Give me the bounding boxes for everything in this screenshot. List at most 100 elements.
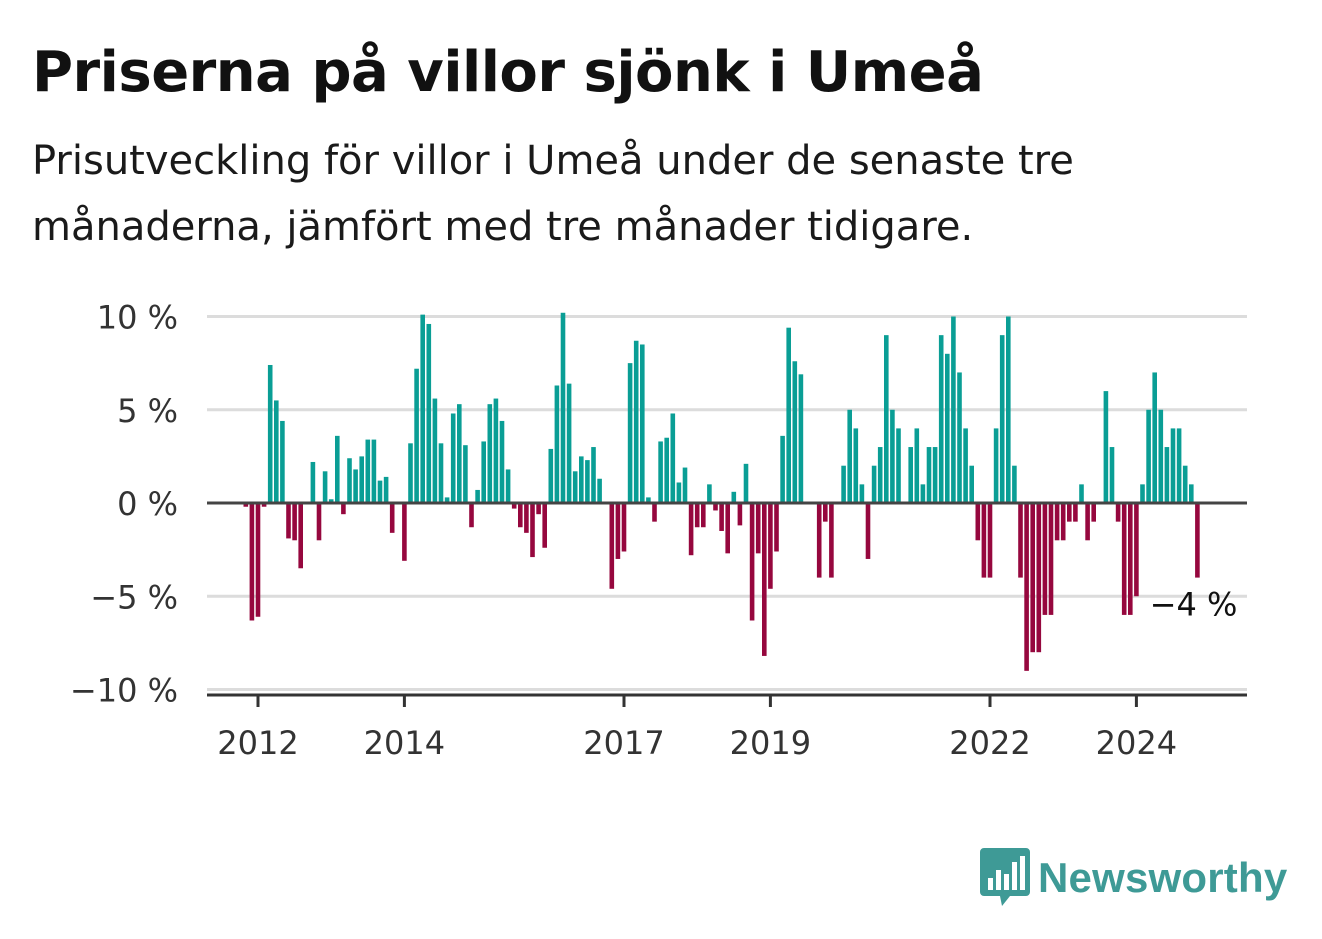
bar: [841, 465, 846, 503]
bar: [987, 503, 993, 578]
bar: [377, 480, 383, 503]
bar: [1042, 503, 1048, 615]
bar: [298, 503, 303, 569]
bar: [1030, 503, 1035, 653]
bar: [884, 335, 889, 503]
bar: [1036, 503, 1042, 653]
x-tick-label: 2022: [949, 724, 1030, 762]
bar: [938, 335, 944, 503]
bar: [999, 335, 1005, 503]
bar: [621, 503, 627, 552]
bar: [469, 503, 474, 528]
bar: [310, 461, 316, 503]
x-tick-label: 2024: [1096, 724, 1177, 762]
bar: [768, 503, 773, 589]
x-tick-label: 2012: [217, 724, 298, 762]
bar: [463, 445, 468, 503]
bar: [969, 465, 974, 503]
bar: [725, 503, 730, 554]
bar: [853, 428, 859, 503]
bar: [1060, 503, 1066, 541]
brand-name: Newsworthy: [1038, 854, 1288, 901]
y-axis-labels: 10 % 5 % 0 % −5 % −10 %: [70, 299, 178, 710]
bar: [1128, 503, 1133, 615]
bar: [548, 448, 554, 503]
bar: [792, 361, 798, 503]
bar: [261, 503, 267, 507]
bar: [652, 503, 657, 522]
bar: [1189, 484, 1194, 503]
bar: [633, 340, 639, 503]
bar: [432, 398, 438, 503]
bar: [682, 467, 688, 503]
bar: [646, 497, 651, 503]
bar: [585, 460, 590, 503]
bar: [847, 409, 852, 503]
bar: [1079, 484, 1084, 503]
x-tick-label: 2019: [730, 724, 811, 762]
bar: [829, 503, 834, 578]
bar: [1170, 428, 1176, 503]
bar: [457, 404, 462, 503]
bar: [426, 323, 432, 503]
bar: [701, 503, 706, 528]
bar: [402, 503, 407, 561]
bar: [438, 443, 444, 503]
bar: [786, 327, 791, 503]
axes: [207, 501, 1247, 707]
gridlines: [207, 315, 1247, 691]
bar: [670, 413, 676, 503]
bar: [1182, 465, 1188, 503]
bar: [627, 363, 633, 504]
bar: [890, 409, 895, 503]
bar: [475, 489, 480, 503]
bar: [1195, 503, 1200, 578]
y-tick-label: −10 %: [70, 672, 178, 710]
bar: [591, 447, 596, 503]
bar: [694, 503, 700, 528]
bar: [1073, 503, 1078, 522]
x-axis-labels: 2012 2014 2017 2019 2022 2024: [217, 724, 1177, 762]
annotations: −4 %: [1150, 586, 1238, 624]
bar: [444, 497, 450, 503]
bar: [877, 447, 883, 503]
bar: [389, 503, 395, 533]
bar: [292, 503, 297, 541]
bar: [914, 428, 920, 503]
bar: [530, 503, 535, 558]
bar: [511, 503, 517, 509]
bar: [1024, 503, 1029, 671]
bar: [420, 314, 425, 503]
bar: [749, 503, 755, 621]
bars: [243, 312, 1200, 671]
bar: [597, 478, 602, 503]
bar: [957, 372, 962, 503]
bar: [328, 499, 334, 503]
bar: [267, 364, 273, 503]
bar: [920, 484, 926, 503]
bar: [249, 503, 255, 621]
bar: [1140, 484, 1145, 503]
bar: [450, 413, 456, 503]
bar: [823, 503, 828, 522]
bar: [554, 385, 560, 503]
bar: [993, 428, 999, 503]
bar: [615, 503, 621, 559]
bar: [481, 441, 486, 503]
x-tick-label: 2017: [583, 724, 664, 762]
last-value-label: −4 %: [1150, 586, 1238, 624]
bar: [274, 400, 279, 503]
bar: [499, 420, 505, 503]
bar: [762, 503, 767, 656]
bar: [1018, 503, 1023, 578]
bar: [505, 469, 511, 503]
bar: [926, 447, 932, 503]
y-tick-label: −5 %: [90, 578, 178, 616]
chart-subtitle: Prisutveckling för villor i Umeå under d…: [32, 138, 1074, 250]
bar: [609, 503, 615, 589]
bar: [1146, 409, 1151, 503]
bar: [1054, 503, 1060, 541]
bar: [871, 465, 877, 503]
bar: [1176, 428, 1182, 503]
